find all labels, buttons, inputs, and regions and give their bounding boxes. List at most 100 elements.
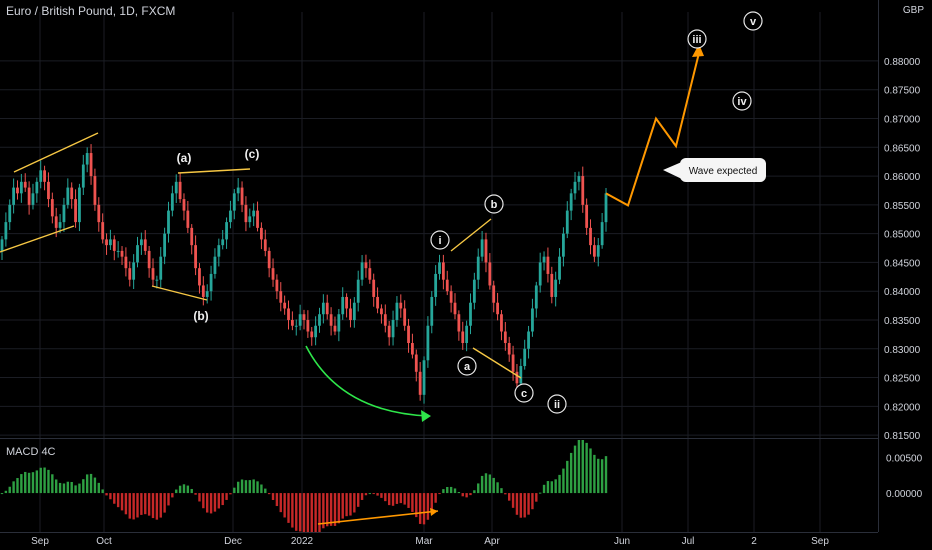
macd-bar <box>461 493 464 497</box>
macd-bar <box>140 493 143 515</box>
macd-bar <box>302 493 306 532</box>
macd-bar <box>500 488 503 494</box>
wave-label-c: c <box>521 388 527 400</box>
macd-bar <box>202 493 205 509</box>
macd-bar <box>511 493 515 508</box>
macd-bar <box>194 493 197 495</box>
macd-bar <box>47 469 50 494</box>
candle-body <box>93 176 97 205</box>
y-tick-label: 0.82000 <box>884 402 921 413</box>
candle-body <box>581 176 585 205</box>
macd-bar <box>113 493 116 504</box>
macd-bar <box>604 456 608 494</box>
macd-bar <box>128 493 131 519</box>
macd-bar <box>97 482 100 494</box>
candle-body <box>492 285 496 303</box>
rounding-arc <box>305 345 429 417</box>
macd-bar <box>465 493 468 498</box>
macd-bar <box>225 493 228 500</box>
candle-body <box>85 153 89 165</box>
macd-bar <box>186 485 190 494</box>
macd-bar <box>24 471 27 494</box>
candle-body <box>438 262 441 274</box>
candle-body <box>213 256 217 274</box>
macd-bar <box>519 493 523 518</box>
macd-bar <box>109 493 112 500</box>
macd-bar <box>12 481 15 494</box>
macd-bar <box>101 489 104 494</box>
candle-body <box>589 227 592 246</box>
candle-body <box>457 314 461 332</box>
wave-label-v-circle <box>743 11 763 31</box>
wave-label-b-paren: (b) <box>193 309 208 323</box>
wave-label-i-circle <box>430 230 450 250</box>
candle-body <box>383 314 387 326</box>
macd-bar <box>438 493 441 495</box>
wave-label-iii-circle <box>687 29 707 49</box>
y-tick-label: 0.88000 <box>884 57 921 68</box>
macd-bar <box>341 493 344 519</box>
candle-body <box>345 296 348 309</box>
candle-body <box>136 245 139 263</box>
macd-bar <box>418 493 422 524</box>
macd-bar <box>380 493 383 498</box>
candle-body <box>387 325 391 338</box>
macd-bar <box>357 493 360 507</box>
y-tick-label: 0.86000 <box>884 172 921 183</box>
x-tick-label: Sep <box>811 536 829 547</box>
macd-bar <box>469 493 472 496</box>
macd-bar <box>573 445 577 494</box>
macd-bar <box>89 473 93 494</box>
macd-bar <box>178 485 182 494</box>
x-tick-label: Mar <box>415 536 433 547</box>
candle-body <box>39 170 43 182</box>
candle-body <box>132 262 136 280</box>
candle-body <box>229 210 232 223</box>
macd-bar <box>364 493 368 496</box>
macd-bar <box>8 486 11 494</box>
y-tick-label: 0.81500 <box>884 431 921 442</box>
candle-body <box>600 222 604 246</box>
macd-bar <box>542 484 546 494</box>
channel-line-bottom <box>0 225 75 253</box>
candle-body <box>469 302 472 326</box>
currency-label: GBP <box>902 5 924 16</box>
wave-label-i: i <box>438 235 441 247</box>
candle-body <box>376 296 379 309</box>
macd-bar <box>376 493 379 496</box>
candle-body <box>558 256 561 280</box>
x-tick-label: Oct <box>96 536 112 547</box>
candle-body <box>573 181 577 194</box>
macd-bar <box>593 454 596 494</box>
candle-body <box>542 256 546 263</box>
candle-body <box>453 302 457 315</box>
candle-body <box>592 245 596 257</box>
wave-line-i-b <box>450 218 492 252</box>
macd-bar <box>252 479 255 494</box>
macd-bar <box>0 493 4 495</box>
macd-bar <box>124 493 128 515</box>
macd-bar <box>492 477 495 494</box>
candle-body <box>12 187 16 205</box>
candle-body <box>527 331 530 349</box>
candle-body <box>426 325 430 361</box>
y-tick-label: 0.86500 <box>884 143 921 154</box>
divergence-arrowhead <box>430 508 438 516</box>
macd-bar <box>326 493 329 527</box>
candle-body <box>112 239 116 251</box>
macd-bar <box>597 458 600 494</box>
macd-bar <box>151 493 155 519</box>
candle-body <box>279 291 283 303</box>
macd-bar <box>368 493 372 495</box>
candle-body <box>244 204 248 223</box>
macd-bar <box>407 493 410 508</box>
candle-body <box>298 314 302 326</box>
macd-bar <box>585 442 588 494</box>
candle-body <box>74 199 77 223</box>
candle-body <box>167 210 170 234</box>
candle-body <box>81 164 85 188</box>
macd-bar <box>581 440 584 494</box>
macd-bar <box>20 474 23 494</box>
macd-bar <box>473 490 476 494</box>
